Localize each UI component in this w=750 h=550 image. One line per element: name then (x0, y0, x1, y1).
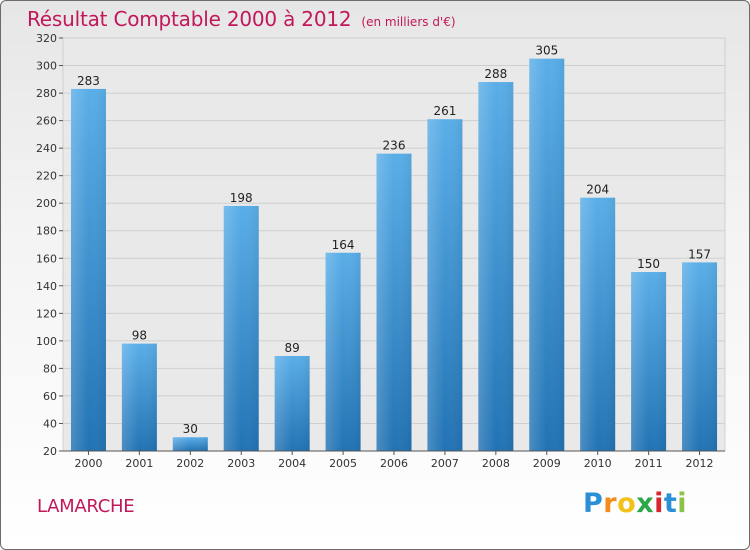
value-label-2004: 89 (285, 341, 300, 355)
bar-shine-2001 (121, 343, 157, 451)
value-label-2005: 164 (332, 238, 355, 252)
value-label-2001: 98 (132, 329, 147, 343)
y-tick-label: 280 (36, 87, 57, 100)
value-label-2003: 198 (230, 191, 253, 205)
bar-shine-2003 (223, 205, 259, 451)
bar-shine-2000 (70, 88, 106, 451)
value-label-2002: 30 (183, 422, 198, 436)
y-tick-label: 240 (36, 142, 57, 155)
chart-title: Résultat Comptable 2000 à 2012 (en millie… (27, 7, 456, 35)
bar-shine-2008 (478, 82, 514, 451)
x-tick-label-2002: 2002 (176, 457, 204, 470)
logo-letter: x (636, 488, 655, 519)
y-tick-label: 300 (36, 60, 57, 73)
chart-title-main: Résultat Comptable 2000 à 2012 (27, 7, 352, 31)
bar-shine-2002 (172, 437, 208, 451)
x-tick-label-2010: 2010 (584, 457, 612, 470)
x-tick-label-2004: 2004 (278, 457, 306, 470)
bar-shine-2010 (580, 197, 616, 451)
y-tick-label: 220 (36, 170, 57, 183)
bar-shine-2005 (325, 252, 361, 451)
value-label-2012: 157 (688, 247, 711, 261)
x-tick-label-2003: 2003 (227, 457, 255, 470)
x-axis: 2000 2001 2002 2003 2004 2005 2006 2007 2008 2009… (63, 450, 725, 470)
y-axis: 20 40 60 80 100 120 140 160 180 200 220 240 260 280 30… (36, 32, 63, 458)
bar-shine-2006 (376, 153, 412, 451)
y-tick-label: 100 (36, 335, 57, 348)
logo-letter: r (603, 488, 618, 519)
bar-shine-2009 (529, 58, 565, 452)
value-label-2008: 288 (484, 67, 507, 81)
value-label-2010: 204 (586, 183, 609, 197)
y-tick-label: 180 (36, 225, 57, 238)
proxiti-logo: Proxiti (583, 488, 687, 519)
logo-letter: i (654, 488, 664, 519)
bars: 283 98 30 198 89 164 236 261 288 305 204 150 157 (70, 44, 718, 452)
x-tick-label-2009: 2009 (533, 457, 561, 470)
y-tick-label: 120 (36, 307, 57, 320)
y-tick-label: 40 (43, 417, 57, 430)
x-tick-label-2006: 2006 (380, 457, 408, 470)
logo-letter: i (677, 488, 688, 519)
y-tick-label: 20 (43, 445, 57, 458)
logo-letter: o (617, 488, 637, 519)
x-tick-label-2012: 2012 (686, 457, 714, 470)
x-tick-label-2008: 2008 (482, 457, 510, 470)
bar-shine-2004 (274, 356, 310, 451)
x-tick-label-2007: 2007 (431, 457, 459, 470)
chart-title-unit: (en milliers d'€) (361, 15, 456, 29)
y-tick-label: 160 (36, 252, 57, 265)
x-tick-label-2011: 2011 (635, 457, 663, 470)
y-tick-label: 200 (36, 197, 57, 210)
commune-name: LAMARCHE (37, 496, 135, 517)
y-tick-label: 80 (43, 362, 57, 375)
logo-letter: P (583, 488, 604, 519)
value-label-2009: 305 (535, 44, 558, 58)
y-tick-label: 320 (36, 32, 57, 45)
logo-letter: t (663, 488, 678, 519)
value-label-2006: 236 (383, 139, 406, 153)
value-label-2000: 283 (77, 74, 100, 88)
x-tick-label-2005: 2005 (329, 457, 357, 470)
bar-shine-2007 (427, 119, 463, 452)
y-tick-label: 140 (36, 280, 57, 293)
value-label-2007: 261 (433, 104, 456, 118)
y-tick-label: 60 (43, 390, 57, 403)
bar-shine-2012 (682, 262, 718, 451)
value-label-2011: 150 (637, 257, 660, 271)
bar-shine-2011 (631, 272, 667, 451)
x-tick-label-2001: 2001 (125, 457, 153, 470)
x-tick-label-2000: 2000 (74, 457, 102, 470)
y-tick-label: 260 (36, 115, 57, 128)
